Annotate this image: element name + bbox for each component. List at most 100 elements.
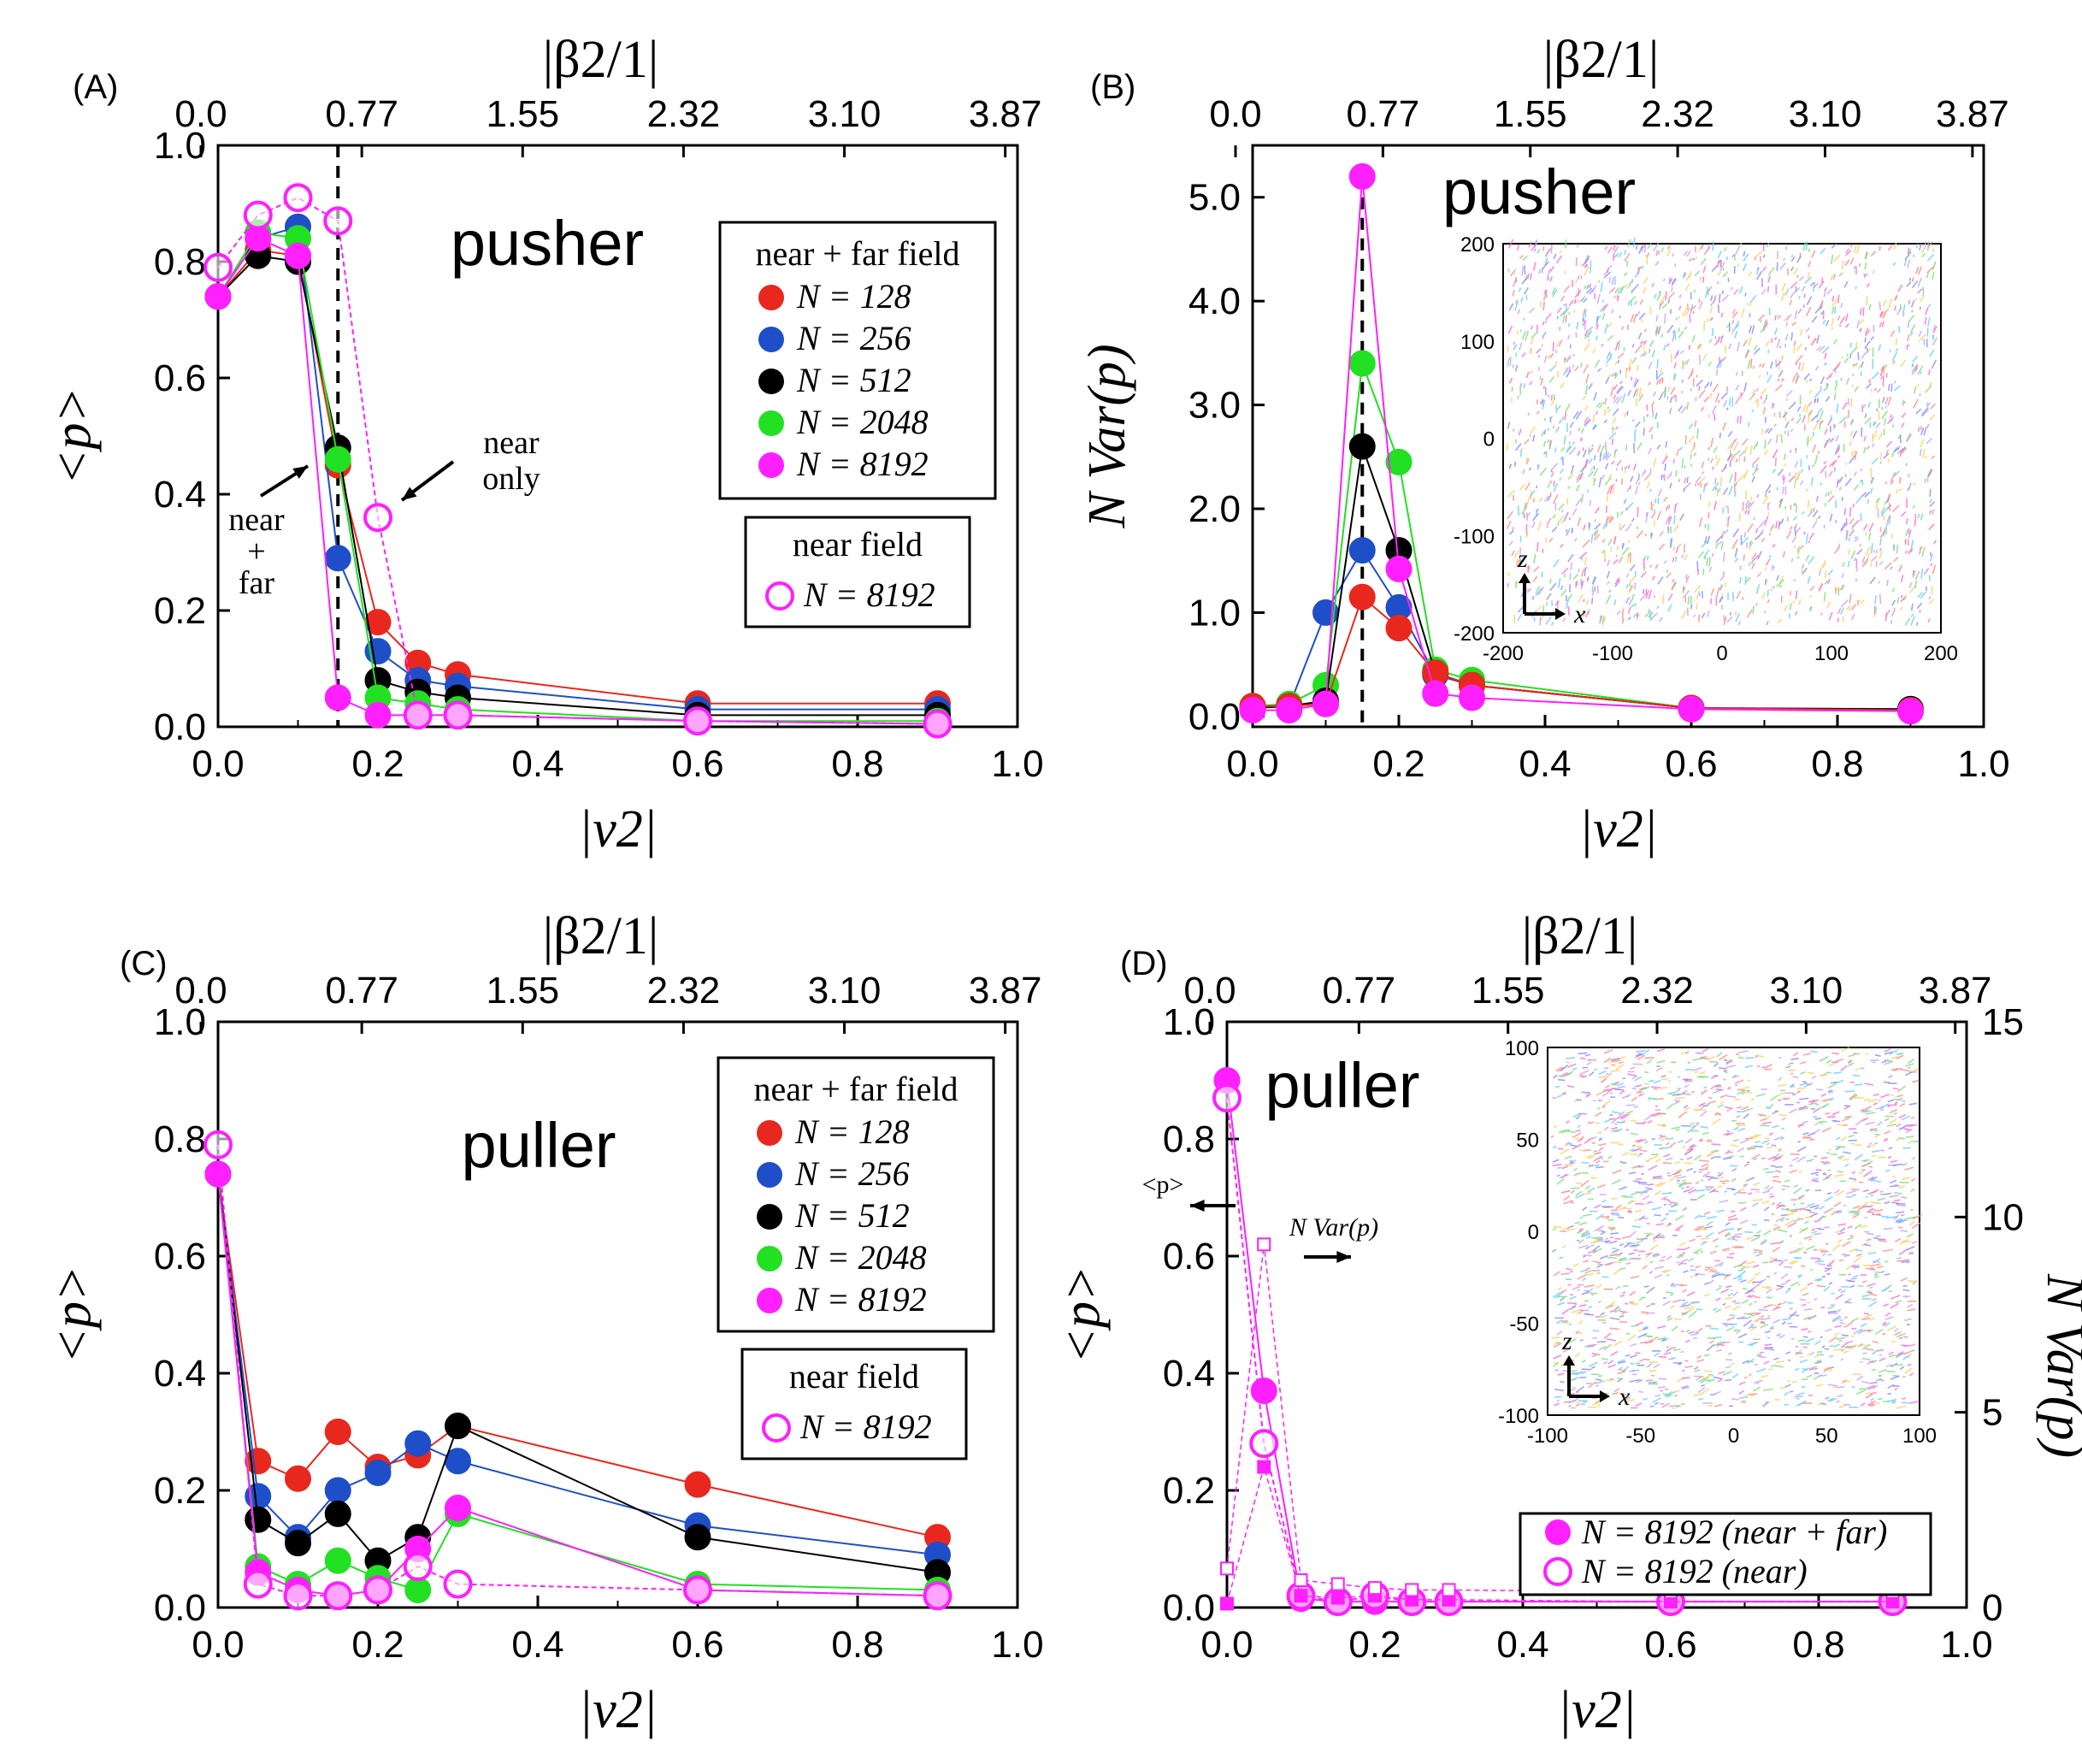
- inset-streak: [1877, 1121, 1883, 1127]
- inset-streak: [1605, 453, 1612, 462]
- inset-streak: [1895, 1214, 1900, 1218]
- inset-streak: [1681, 1179, 1687, 1182]
- inset-streak: [1714, 487, 1718, 491]
- inset-streak: [1611, 1179, 1621, 1185]
- inset-streak: [1648, 589, 1653, 599]
- inset-streak: [1824, 1348, 1830, 1350]
- inset-streak: [1603, 1048, 1613, 1054]
- inset-streak: [1727, 1214, 1737, 1218]
- inset-streak: [1521, 505, 1528, 515]
- inset-streak: [1569, 1295, 1577, 1301]
- inset-streak: [1731, 1304, 1742, 1311]
- inset-streak: [1850, 1277, 1857, 1280]
- inset-streak: [1742, 339, 1749, 347]
- inset-streak: [1849, 1248, 1858, 1253]
- inset-streak: [1751, 467, 1760, 476]
- inset-streak: [1879, 1156, 1887, 1159]
- inset-streak: [1802, 415, 1806, 423]
- inset-streak: [1507, 422, 1511, 429]
- inset-streak: [1925, 306, 1929, 316]
- inset-streak: [1577, 1138, 1584, 1142]
- inset-streak: [1582, 449, 1587, 457]
- inset-streak: [1891, 360, 1896, 365]
- data-point: [204, 1160, 232, 1188]
- inset-streak: [1568, 302, 1572, 307]
- inset-streak: [1566, 357, 1570, 363]
- inset-streak: [1717, 1171, 1721, 1175]
- inset-streak: [1584, 331, 1590, 339]
- inset-streak: [1562, 1348, 1570, 1353]
- inset-streak: [1836, 1211, 1843, 1214]
- inset-streak: [1638, 1215, 1645, 1221]
- inset-streak: [1587, 327, 1591, 332]
- inset-streak: [1793, 1256, 1799, 1259]
- inset-streak: [1635, 1321, 1644, 1326]
- data-point: [1897, 698, 1924, 725]
- inset-streak: [1914, 298, 1918, 302]
- inset-streak: [1781, 1320, 1786, 1325]
- inset-streak: [1855, 567, 1859, 572]
- top-tick-label: 1.55: [486, 93, 559, 135]
- inset-streak: [1617, 1371, 1626, 1375]
- inset-streak: [1862, 1352, 1867, 1355]
- inset-streak: [1603, 271, 1612, 279]
- inset-streak: [1884, 481, 1888, 485]
- inset-streak: [1773, 336, 1778, 340]
- inset-streak: [1681, 1301, 1689, 1306]
- inset-streak: [1595, 410, 1599, 416]
- inset-streak: [1896, 1204, 1907, 1207]
- inset-streak: [1519, 342, 1523, 351]
- inset-streak: [1701, 471, 1705, 475]
- inset-streak: [1615, 1055, 1626, 1061]
- inset-streak: [1598, 1137, 1603, 1142]
- inset-streak: [1648, 339, 1654, 348]
- inset-streak: [1715, 1088, 1724, 1091]
- inset-streak: [1680, 1187, 1685, 1190]
- inset-x-label: x: [1618, 1383, 1631, 1411]
- inset-streak: [1819, 410, 1825, 421]
- data-point: [363, 503, 392, 533]
- inset-streak: [1789, 1234, 1793, 1238]
- inset-streak: [1849, 430, 1854, 437]
- x-tick-label: 0.0: [192, 743, 244, 785]
- inset-streak: [1879, 1108, 1884, 1112]
- inset-streak: [1708, 1279, 1715, 1284]
- inset-streak: [1802, 1135, 1811, 1138]
- data-point: [1220, 1596, 1234, 1611]
- inset-streak: [1766, 511, 1770, 516]
- inset-streak: [1906, 280, 1912, 287]
- inset-streak: [1651, 575, 1656, 581]
- inset-streak: [1796, 1197, 1803, 1201]
- inset-streak: [1722, 507, 1725, 514]
- inset-streak: [1619, 1160, 1624, 1164]
- inset-streak: [1831, 363, 1840, 372]
- inset-streak: [1828, 611, 1833, 621]
- inset-streak: [1916, 602, 1923, 610]
- inset-streak: [1825, 1328, 1832, 1332]
- inset-streak: [1849, 507, 1852, 517]
- inset-streak: [1828, 461, 1835, 468]
- inset-streak: [1553, 558, 1560, 568]
- inset-streak: [1928, 510, 1933, 516]
- inset-streak: [1902, 1147, 1911, 1149]
- inset-streak: [1838, 487, 1842, 491]
- inset-streak: [1816, 1351, 1823, 1354]
- inset-streak: [1731, 1373, 1739, 1379]
- inset-streak: [1659, 367, 1663, 374]
- inset-streak: [1613, 448, 1619, 454]
- inset-streak: [1733, 492, 1737, 497]
- inset-streak: [1908, 277, 1912, 281]
- inset-streak: [1764, 1343, 1772, 1347]
- inset-streak: [1884, 418, 1886, 426]
- inset-streak: [1797, 1217, 1804, 1220]
- inset-streak: [1762, 1388, 1773, 1391]
- inset-streak: [1660, 247, 1664, 253]
- inset-streak: [1908, 529, 1913, 539]
- inset-streak: [1755, 1093, 1766, 1097]
- inset-streak: [1765, 428, 1770, 434]
- inset-streak: [1684, 1084, 1690, 1088]
- legend-marker: [757, 1162, 782, 1188]
- inset-streak: [1884, 1273, 1890, 1276]
- inset-y-tick-label: -200: [1454, 622, 1495, 646]
- inset-streak: [1569, 422, 1574, 428]
